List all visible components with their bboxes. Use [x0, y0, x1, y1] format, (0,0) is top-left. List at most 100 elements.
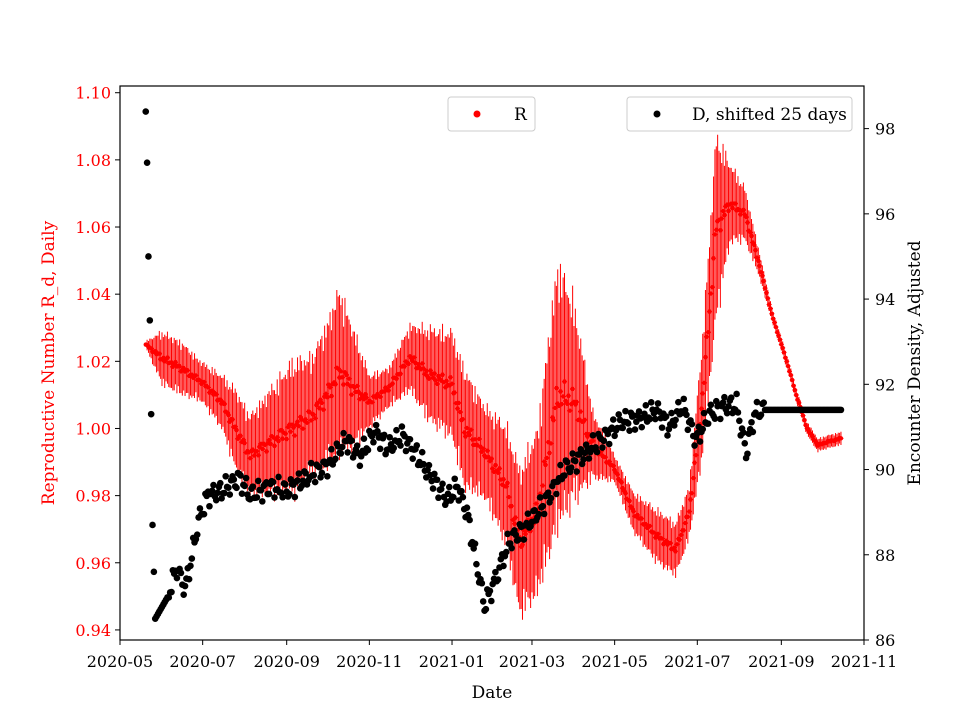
- d-point: [216, 479, 224, 487]
- d-point: [668, 409, 675, 417]
- d-point: [711, 415, 719, 423]
- d-point: [165, 594, 173, 601]
- d-point: [717, 415, 724, 423]
- y-right-axis: 86 88 90 92 94 96 98: [864, 120, 895, 650]
- d-point: [420, 460, 427, 468]
- d-point: [611, 432, 618, 440]
- d-point: [196, 505, 204, 512]
- d-point: [402, 447, 410, 455]
- d-point: [741, 440, 749, 447]
- d-point: [200, 510, 208, 518]
- d-point: [187, 562, 194, 570]
- d-point: [547, 494, 555, 502]
- d-point: [680, 395, 688, 403]
- d-point: [425, 461, 433, 469]
- d-point: [672, 416, 679, 424]
- d-point: [433, 476, 441, 484]
- d-point: [700, 409, 708, 417]
- d-point: [719, 399, 727, 406]
- d-point: [393, 426, 400, 434]
- d-point: [479, 598, 487, 605]
- d-point: [142, 108, 150, 115]
- d-point: [748, 418, 755, 426]
- legend-r: R: [447, 96, 536, 132]
- y-right-tick-label: 92: [875, 375, 895, 394]
- d-point: [664, 432, 671, 439]
- d-point: [435, 494, 442, 502]
- d-point: [486, 587, 494, 595]
- legend-r-box: [447, 96, 536, 132]
- y-left-tick-label: 0.98: [75, 487, 111, 506]
- d-series: [142, 108, 845, 622]
- d-point: [704, 420, 712, 427]
- d-point: [254, 477, 262, 485]
- y-left-tick-label: 1.06: [75, 218, 111, 237]
- d-point: [749, 428, 757, 436]
- y-right-tick-label: 94: [875, 290, 895, 309]
- d-point: [500, 562, 507, 570]
- d-point: [372, 421, 380, 429]
- d-point: [439, 480, 446, 488]
- d-point: [646, 415, 654, 423]
- d-point: [504, 530, 511, 538]
- d-point: [654, 400, 662, 407]
- d-point: [360, 435, 368, 443]
- legend-d: D, shifted 25 days: [626, 96, 853, 132]
- d-point: [727, 394, 735, 401]
- d-point: [725, 402, 732, 410]
- legend-d-marker: [653, 110, 661, 118]
- legend-d-label: D, shifted 25 days: [692, 105, 847, 125]
- legend-r-marker: [473, 110, 481, 118]
- d-point: [181, 582, 189, 590]
- y-left-tick-label: 1.02: [75, 352, 111, 371]
- d-point: [143, 159, 151, 167]
- d-point: [208, 487, 216, 495]
- d-point: [589, 432, 597, 439]
- d-point: [488, 597, 495, 605]
- d-point: [675, 398, 682, 406]
- d-point: [624, 420, 632, 427]
- d-point: [370, 438, 377, 446]
- d-point: [356, 462, 364, 470]
- d-point: [149, 521, 156, 529]
- d-point: [536, 494, 544, 501]
- x-axis-title: Date: [472, 683, 513, 703]
- d-point: [221, 489, 228, 497]
- d-point: [569, 450, 576, 457]
- d-point: [508, 544, 515, 552]
- d-point: [757, 411, 765, 419]
- d-point: [535, 510, 543, 518]
- d-point: [337, 450, 345, 457]
- d-point: [271, 494, 278, 501]
- d-point: [328, 445, 335, 453]
- d-point: [233, 484, 240, 492]
- d-point: [450, 493, 457, 501]
- plot-frame: [119, 85, 865, 641]
- d-point: [225, 484, 232, 491]
- d-point: [576, 451, 583, 458]
- d-point: [466, 516, 473, 524]
- y-right-tick-label: 88: [875, 546, 895, 565]
- y-left-tick-label: 1.10: [75, 84, 111, 103]
- y-left-tick-label: 0.94: [75, 621, 111, 640]
- d-point: [206, 502, 213, 510]
- d-point: [699, 425, 707, 433]
- d-point: [310, 471, 318, 479]
- d-point: [581, 449, 589, 457]
- d-point: [150, 568, 158, 576]
- d-point: [222, 472, 230, 480]
- d-point: [318, 469, 326, 477]
- d-point: [585, 455, 593, 462]
- x-tick-label: 2021-11: [831, 652, 897, 671]
- r-point: [838, 436, 844, 441]
- d-point: [446, 483, 453, 491]
- d-point: [146, 317, 154, 324]
- d-point: [147, 410, 155, 418]
- d-point: [193, 531, 201, 538]
- d-point: [684, 426, 692, 434]
- d-point: [348, 437, 356, 444]
- d-point: [294, 477, 301, 484]
- x-tick-label: 2021-01: [419, 652, 485, 671]
- d-point: [691, 442, 698, 449]
- d-point: [315, 463, 323, 471]
